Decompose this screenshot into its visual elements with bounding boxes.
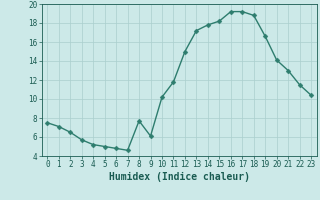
X-axis label: Humidex (Indice chaleur): Humidex (Indice chaleur) [109,172,250,182]
